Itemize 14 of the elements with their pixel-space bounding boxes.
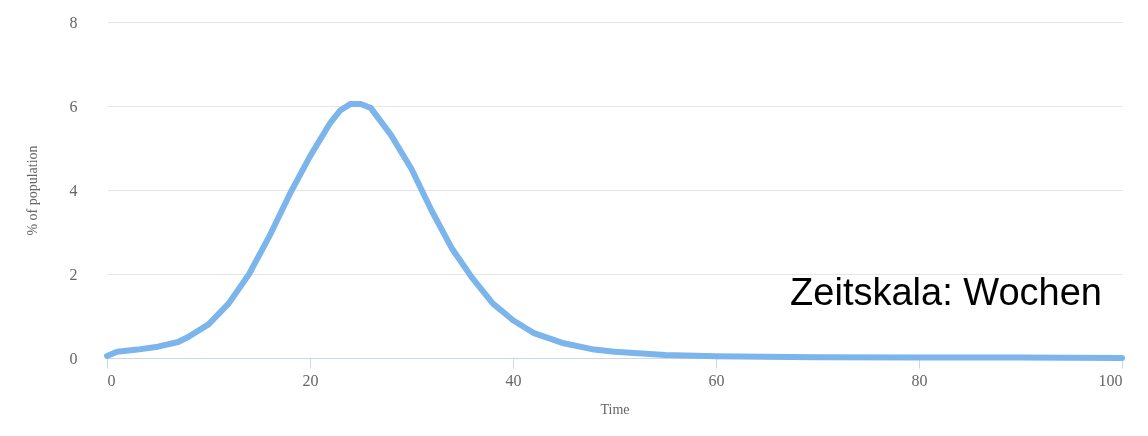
annotation: Zeitskala: Wochen [790,271,1102,313]
y-tick-label: 8 [69,13,78,31]
y-tick-label: 0 [69,349,78,367]
x-tick-label: 20 [302,371,319,389]
x-tick-label: 40 [505,371,522,389]
x-axis-title: Time [600,401,630,417]
x-tick-label: 80 [911,371,928,389]
x-tick-label: 0 [107,371,116,389]
y-axis-title: % of population [24,145,40,236]
x-tick-label: 100 [1098,371,1123,389]
y-tick-label: 4 [69,181,78,199]
y-tick-label: 2 [69,265,78,283]
y-tick-label: 6 [69,97,78,115]
x-tick-label: 60 [708,371,725,389]
